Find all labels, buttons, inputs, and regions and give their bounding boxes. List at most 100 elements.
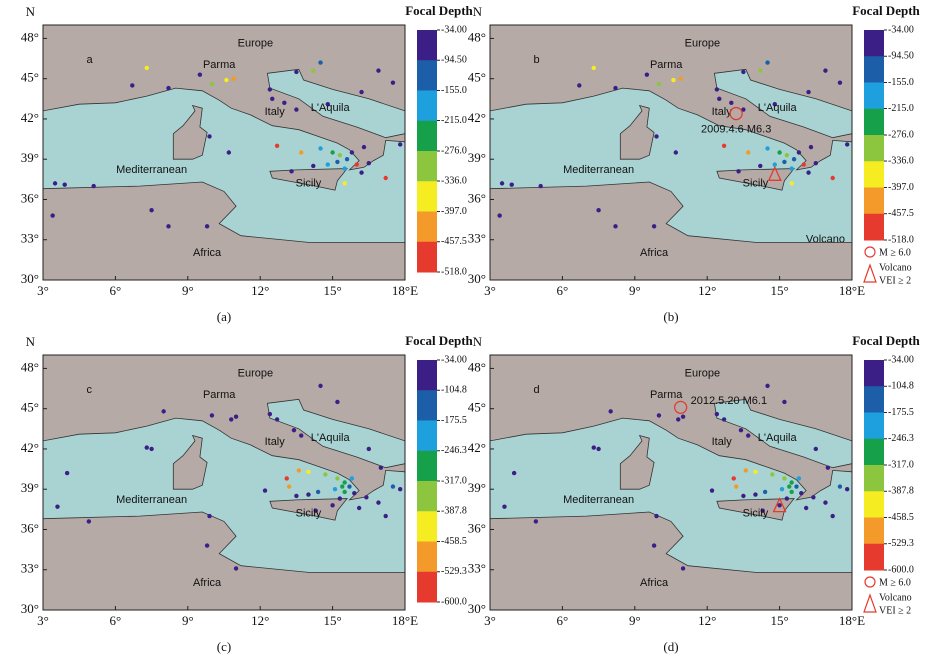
colorbar-swatch (864, 213, 884, 241)
y-tick-label: 30° (21, 271, 39, 286)
earthquake (332, 487, 338, 492)
earthquake (717, 96, 722, 102)
colorbar-label: -529.3 (888, 538, 914, 549)
earthquake (390, 80, 396, 85)
earthquake (364, 495, 369, 500)
earthquake (823, 500, 828, 505)
colorbar-label: -336.0 (888, 155, 914, 166)
event-label: 2012.5.20 M6.1 (691, 395, 767, 407)
earthquake (294, 493, 299, 499)
earthquake (671, 77, 676, 83)
earthquake (299, 433, 304, 438)
earthquake (844, 142, 850, 147)
colorbar-label: -34.00 (888, 24, 914, 35)
panel-caption: (d) (663, 639, 678, 654)
colorbar-label: -155.0 (888, 77, 914, 88)
y-tick-label: 33° (468, 231, 486, 246)
colorbar-swatch (417, 211, 437, 243)
earthquake (760, 508, 765, 513)
legend-volcano-icon (863, 263, 877, 283)
earthquake (289, 169, 294, 174)
sea (266, 68, 405, 139)
earthquake (359, 89, 364, 95)
y-tick-label: 39° (468, 480, 486, 495)
earthquake (796, 150, 802, 155)
place-name: L'Aquila (758, 102, 798, 114)
place-name: Italy (712, 436, 733, 448)
earthquake (680, 414, 686, 419)
x-tick-label: 12° (251, 613, 269, 628)
y-tick-label: 39° (21, 150, 39, 165)
earthquake (533, 519, 539, 524)
earthquake (709, 488, 715, 493)
earthquake (721, 417, 727, 422)
map-area (43, 25, 405, 280)
colorbar-title: Focal Depth (405, 3, 473, 18)
earthquake (799, 491, 804, 496)
earthquake (613, 224, 618, 229)
earthquake (808, 144, 814, 150)
x-tick-label: 6° (110, 613, 122, 628)
place-name: Africa (193, 577, 222, 589)
colorbar-label: -458.5 (888, 512, 914, 523)
earthquake (644, 72, 650, 77)
earthquake (837, 484, 843, 489)
earthquake (591, 445, 596, 450)
colorbar-swatch (417, 481, 437, 512)
y-tick-label: 33° (21, 231, 39, 246)
earthquake (772, 101, 777, 107)
place-name: Italy (265, 436, 286, 448)
y-tick-label: 36° (21, 520, 39, 535)
earthquake (741, 107, 746, 112)
place-name: Mediterranean (116, 164, 187, 176)
earthquake (274, 417, 280, 422)
x-tick-label: 6° (557, 613, 569, 628)
y-tick-label: 42° (21, 440, 39, 455)
map-frame (42, 354, 406, 611)
island (619, 104, 655, 160)
earthquake (397, 487, 403, 492)
colorbar-label: -387.8 (441, 506, 467, 517)
place-name: Africa (640, 577, 669, 589)
event-marker (674, 400, 688, 414)
panel-caption: (a) (217, 309, 231, 324)
island (172, 104, 208, 160)
colorbar-swatch (417, 30, 437, 61)
earthquake (274, 143, 280, 148)
colorbar-label: -518.0 (441, 266, 467, 277)
colorbar-swatch (417, 390, 437, 421)
earthquake (376, 500, 381, 505)
earthquake (777, 150, 782, 155)
earthquake (284, 476, 289, 481)
colorbar-label: -104.8 (441, 385, 467, 396)
earthquake (233, 566, 239, 571)
earthquake (294, 69, 299, 75)
map-area (490, 355, 852, 610)
earthquake (347, 484, 352, 489)
colorbar-swatch (417, 181, 437, 212)
y-tick-label: 48° (468, 29, 486, 44)
map-frame (42, 24, 406, 281)
colorbar-label: -457.5 (888, 208, 914, 219)
earthquake (340, 484, 345, 489)
earthquake (772, 162, 777, 167)
earthquake (741, 69, 746, 75)
place-name: Parma (203, 389, 236, 401)
earthquake (784, 152, 790, 158)
earthquake (789, 480, 794, 485)
earthquake (789, 489, 794, 495)
colorbar-swatch (417, 120, 437, 152)
earthquake (64, 470, 70, 476)
earthquake (789, 181, 794, 186)
place-name: L'Aquila (758, 432, 798, 444)
y-tick-label: 42° (468, 440, 486, 455)
earthquake (344, 157, 350, 162)
map-panel: 30° 33° 36° 39° 42° 45° 48° 3° 6° 9° 12° 15° 18°E N (a… (21, 3, 474, 324)
x-tick-label: 15° (323, 613, 341, 628)
earthquake (91, 183, 96, 189)
earthquake (144, 65, 149, 71)
earthquake (62, 182, 67, 187)
volcano-marker (767, 165, 782, 181)
y-axis-label: N (473, 334, 483, 349)
